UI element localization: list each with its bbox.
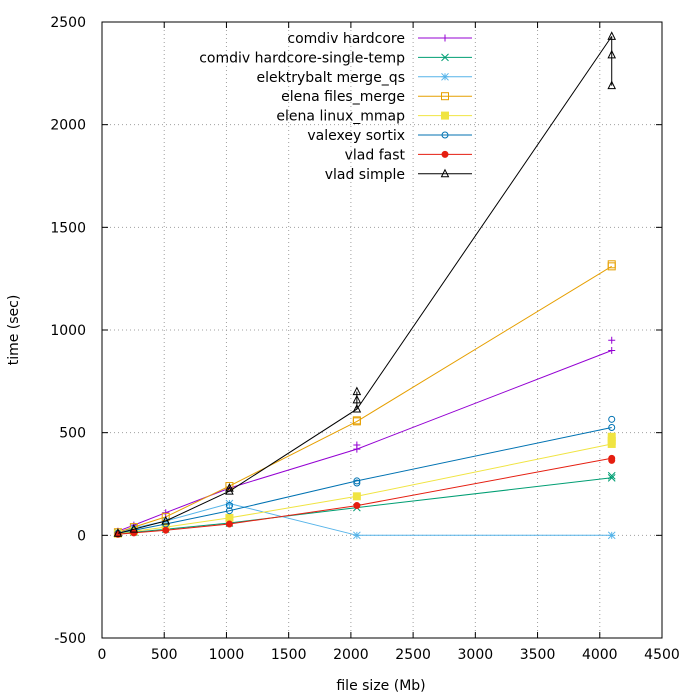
data-point (352, 403, 362, 413)
legend-entry: elena files_merge (281, 89, 472, 105)
data-point (129, 524, 139, 533)
data-point (608, 347, 616, 355)
y-tick-label: 500 (59, 426, 86, 442)
data-point (607, 80, 617, 90)
legend-label: vlad fast (345, 147, 406, 163)
legend-label: elena files_merge (281, 89, 405, 105)
series-line (117, 443, 612, 535)
data-point (353, 531, 361, 540)
x-tick-label: 2500 (395, 647, 431, 663)
data-point (441, 92, 449, 101)
legend-entry: elena linux_mmap (276, 109, 472, 125)
legend-label: vlad simple (325, 167, 405, 183)
data-point (607, 260, 616, 269)
data-point (607, 473, 616, 482)
series-vlad-simple (113, 31, 617, 537)
x-tick-label: 3000 (458, 647, 494, 663)
data-point (607, 49, 617, 59)
series-valexey-sortix (114, 415, 616, 537)
data-point (353, 479, 361, 487)
data-point (441, 72, 449, 81)
data-point (225, 513, 234, 522)
data-point (225, 482, 234, 491)
x-tick-label: 4500 (644, 647, 680, 663)
data-point (352, 394, 362, 404)
x-tick-label: 4000 (582, 647, 618, 663)
data-point (607, 31, 617, 40)
y-tick-label: 2000 (50, 118, 86, 134)
x-tick-label: 500 (151, 647, 178, 663)
x-tick-label: 1500 (271, 647, 307, 663)
data-point (440, 168, 450, 178)
legend-label: valexey sortix (307, 128, 405, 144)
data-point (441, 150, 449, 158)
data-point (225, 499, 234, 508)
legend-label: comdiv hardcore (287, 31, 405, 47)
data-point (608, 336, 616, 344)
y-axis-label: time (sec) (6, 295, 22, 366)
data-point (225, 502, 233, 510)
data-point (113, 528, 123, 537)
legend-entry: valexey sortix (307, 128, 472, 144)
x-tick-label: 3500 (520, 647, 556, 663)
data-point (441, 131, 449, 139)
data-point (353, 441, 361, 449)
x-tick-label: 0 (98, 647, 107, 663)
data-point (352, 416, 361, 425)
legend-label: comdiv hardcore-single-temp (199, 50, 405, 66)
y-tick-label: 1000 (50, 323, 86, 339)
y-tick-label: 2500 (50, 15, 86, 31)
legend-entry: elektrybalt merge_qs (257, 70, 472, 86)
data-point (608, 424, 616, 432)
data-point (352, 386, 362, 396)
data-point (225, 482, 234, 492)
series-vlad-fast (114, 454, 616, 538)
data-series (113, 31, 617, 540)
y-tick-label: -500 (54, 631, 86, 647)
data-point (161, 515, 171, 525)
data-point (130, 529, 138, 537)
x-tick-label: 1000 (209, 647, 245, 663)
grid-lines (102, 22, 662, 638)
data-point (225, 520, 233, 528)
data-point (441, 111, 449, 120)
x-axis-label: file size (Mb) (336, 678, 425, 694)
y-tick-label: 1500 (50, 220, 86, 236)
data-point (607, 436, 616, 445)
legend-entry: comdiv hardcore-single-temp (199, 50, 472, 66)
data-point (352, 492, 361, 501)
data-point (162, 526, 170, 534)
series-elena-linux-mmap (113, 432, 616, 538)
data-point (607, 471, 616, 480)
legend-entry: vlad fast (345, 147, 472, 163)
data-point (225, 507, 233, 515)
data-point (441, 53, 449, 62)
legend-label: elena linux_mmap (276, 109, 405, 125)
legend-label: elektrybalt merge_qs (257, 70, 406, 86)
data-point (608, 456, 616, 464)
axes: 0 500 1000 1500 2000 2500 3000 3500 4000 4500 -500… (50, 15, 679, 663)
series-line (117, 427, 612, 534)
y-tick-label: 0 (77, 528, 86, 544)
legend-entry: vlad simple (325, 167, 472, 183)
data-point (353, 502, 361, 510)
data-point (353, 477, 361, 485)
series-line (117, 477, 612, 535)
data-point (608, 415, 616, 423)
legend-entry: comdiv hardcore (287, 31, 472, 47)
data-point (162, 509, 170, 517)
data-point (161, 512, 170, 521)
legend: comdiv hardcore comdiv hardcore-single-te… (199, 31, 472, 183)
data-point (607, 531, 616, 540)
x-tick-label: 2000 (333, 647, 369, 663)
data-point (441, 34, 449, 42)
